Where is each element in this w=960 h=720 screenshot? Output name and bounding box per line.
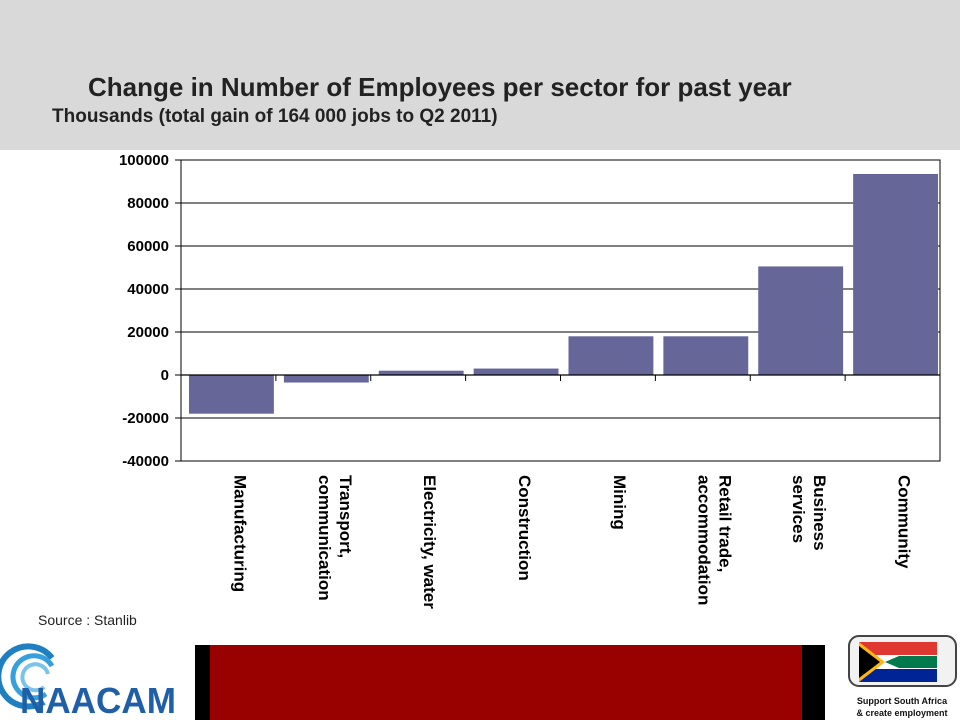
naacam-logo-text: NAACAM	[20, 680, 176, 720]
category-label: Transport,	[336, 475, 355, 558]
y-tick-label: 40000	[127, 281, 169, 298]
bar-chart: -40000 -20000 0 20000 40000 60000 80000 100000 M…	[119, 152, 941, 609]
y-tick-label: -40000	[122, 453, 169, 470]
bar-6	[758, 266, 844, 375]
source-note: Source : Stanlib	[38, 612, 137, 628]
category-label: Manufacturing	[230, 475, 249, 592]
plot-area	[180, 159, 941, 462]
category-label: Electricity, water	[420, 475, 439, 609]
y-tick-label: -20000	[122, 410, 169, 427]
y-tick-label: 60000	[127, 238, 169, 255]
bar-3	[473, 368, 559, 375]
support-sa-line1: Support South Africa	[857, 696, 948, 706]
footer-band-left-edge	[195, 645, 210, 720]
naacam-logo: NAACAM	[0, 643, 176, 720]
bar-2	[378, 370, 464, 375]
support-sa-line2: & create employment	[856, 708, 947, 718]
y-tick-label: 0	[161, 367, 169, 384]
y-tick-label: 20000	[127, 324, 169, 341]
bar-0	[189, 375, 274, 414]
category-label: Retail trade,	[715, 475, 734, 572]
south-africa-flag-icon	[859, 642, 937, 682]
bar-5	[663, 336, 749, 375]
naacam-logo-icon	[0, 643, 55, 710]
chart-subtitle: Thousands (total gain of 164 000 jobs to…	[52, 106, 498, 127]
footer-band-right-edge	[802, 645, 825, 720]
bar-1	[283, 375, 369, 383]
category-label: Community	[895, 475, 914, 569]
footer-band-red	[210, 645, 802, 720]
bar-4	[568, 336, 654, 375]
support-sa-logo: Support South Africa & create employment	[848, 635, 957, 718]
chart-title: Change in Number of Employees per sector…	[88, 72, 792, 102]
category-label: communication	[315, 475, 334, 601]
category-label: Business	[810, 475, 829, 551]
bar-7	[853, 173, 938, 375]
y-tick-label: 80000	[127, 195, 169, 212]
category-label: services	[789, 475, 808, 543]
category-label: accommodation	[694, 475, 713, 605]
y-tick-label: 100000	[119, 152, 169, 169]
category-label: Construction	[515, 475, 534, 581]
header-bar	[0, 0, 960, 150]
category-label: Mining	[610, 475, 629, 530]
